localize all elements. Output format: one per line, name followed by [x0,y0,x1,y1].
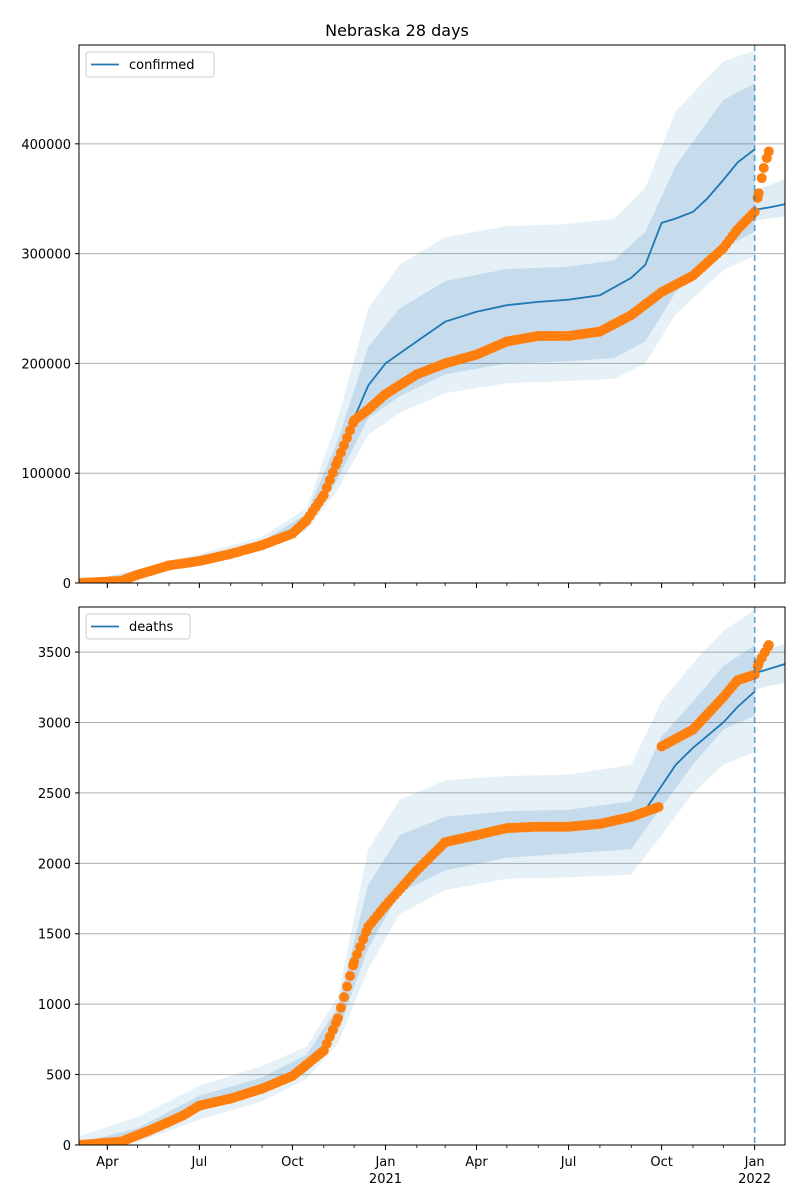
x-tick-label: Apr [96,1155,119,1170]
x-tick-label: Jan [374,1155,395,1170]
forecast-band [754,179,785,221]
uncertainty-band-inner [79,83,755,583]
y-tick-label: 2500 [38,787,71,802]
y-tick-label: 1500 [38,928,71,943]
y-tick-label: 200000 [21,357,71,372]
forecast-line [754,203,785,211]
y-tick-label: 3000 [38,716,71,731]
observed-point [358,934,369,945]
observed-point [324,475,335,486]
observed-point [349,956,360,967]
observed-point [756,173,767,184]
observed-point [321,482,332,493]
plot-area [79,607,785,1145]
axes-frame [78,606,786,1146]
observed-series [79,146,774,583]
legend-label: deaths [129,620,174,635]
observed-point [758,162,769,173]
observed-point [352,949,363,960]
legend: deaths [85,613,191,640]
legend-box [85,613,191,640]
x-tick-label: Apr [465,1155,488,1170]
model-line [644,690,756,811]
legend-label: confirmed [129,58,195,73]
y-tick-label: 0 [63,1139,71,1154]
x-tick-label: Oct [281,1155,303,1170]
chart-panel-confirmed: 0 100000 200000 300000 400000 confirmed [21,44,786,592]
x-tick-label: Oct [650,1155,672,1170]
observed-point [332,1013,343,1024]
x-tick-year-label: 2021 [369,1172,402,1187]
observed-point [318,490,329,501]
legend: confirmed [85,51,215,78]
observed-point [753,188,764,199]
observed-point [335,1002,346,1013]
observed-point [345,970,356,981]
y-tick-label: 3500 [38,646,71,661]
observed-point [763,640,774,651]
y-tick-label: 400000 [21,138,71,153]
x-tick-label: Jan [744,1155,765,1170]
observed-series [79,640,774,1145]
y-tick-label: 500 [46,1069,71,1084]
observed-point [339,992,350,1003]
forecast-line [754,663,785,675]
observed-point [653,801,664,812]
y-tick-label: 100000 [21,467,71,482]
plot-area [79,45,785,583]
observed-point [342,981,353,992]
model-line [337,148,756,458]
chart-panel-deaths: 0 500 1000 1500 2000 2500 3000 3500 Apr Jul Oct Jan… [38,606,786,1187]
x-tick-label: Jul [191,1155,208,1170]
y-tick-label: 300000 [21,248,71,263]
axes-frame [78,44,786,584]
x-tick-label: Jul [560,1155,577,1170]
y-tick-label: 2000 [38,857,71,872]
legend-box [85,51,215,78]
chart-title: Nebraska 28 days [325,21,469,40]
observed-point [749,206,760,217]
y-tick-label: 1000 [38,998,71,1013]
y-tick-label: 0 [63,577,71,592]
panels: 0 100000 200000 300000 400000 confirmed 0 500 10… [21,44,786,1187]
x-tick-year-label: 2022 [738,1172,771,1187]
observed-point [763,146,774,157]
observed-point [327,467,338,478]
observed-point [749,669,760,680]
observed-point [355,941,366,952]
uncertainty-band-outer [79,50,755,583]
